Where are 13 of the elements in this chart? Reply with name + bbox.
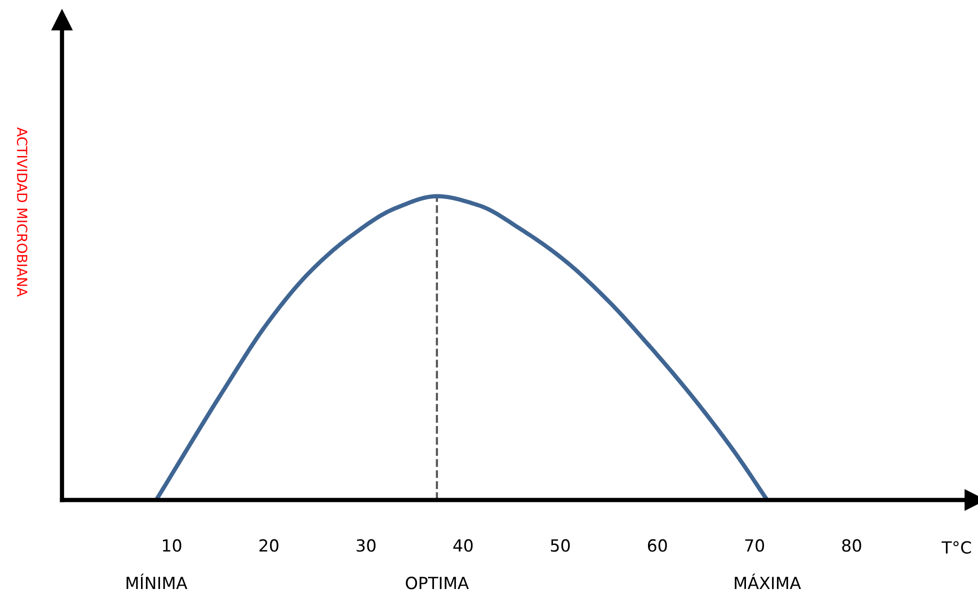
x-tick-label: 30 [356,539,376,552]
x-tick-label: 10 [162,539,182,552]
x-axis-title: T°C [942,541,971,554]
x-tick-label: 20 [260,539,278,552]
y-axis-title: ACTIVIDAD MICROBIANA [16,127,28,297]
x-tick-label: 50 [550,539,570,552]
text: MÁXIMA [734,574,801,590]
text: MÍNIMA [126,574,188,590]
x-tick-label: 60 [648,539,667,552]
text: OPTIMA [406,576,469,590]
x-tick-label: 80 [842,539,862,552]
x-tick-label: 40 [453,539,473,552]
x-tick-label: 70 [745,539,764,552]
